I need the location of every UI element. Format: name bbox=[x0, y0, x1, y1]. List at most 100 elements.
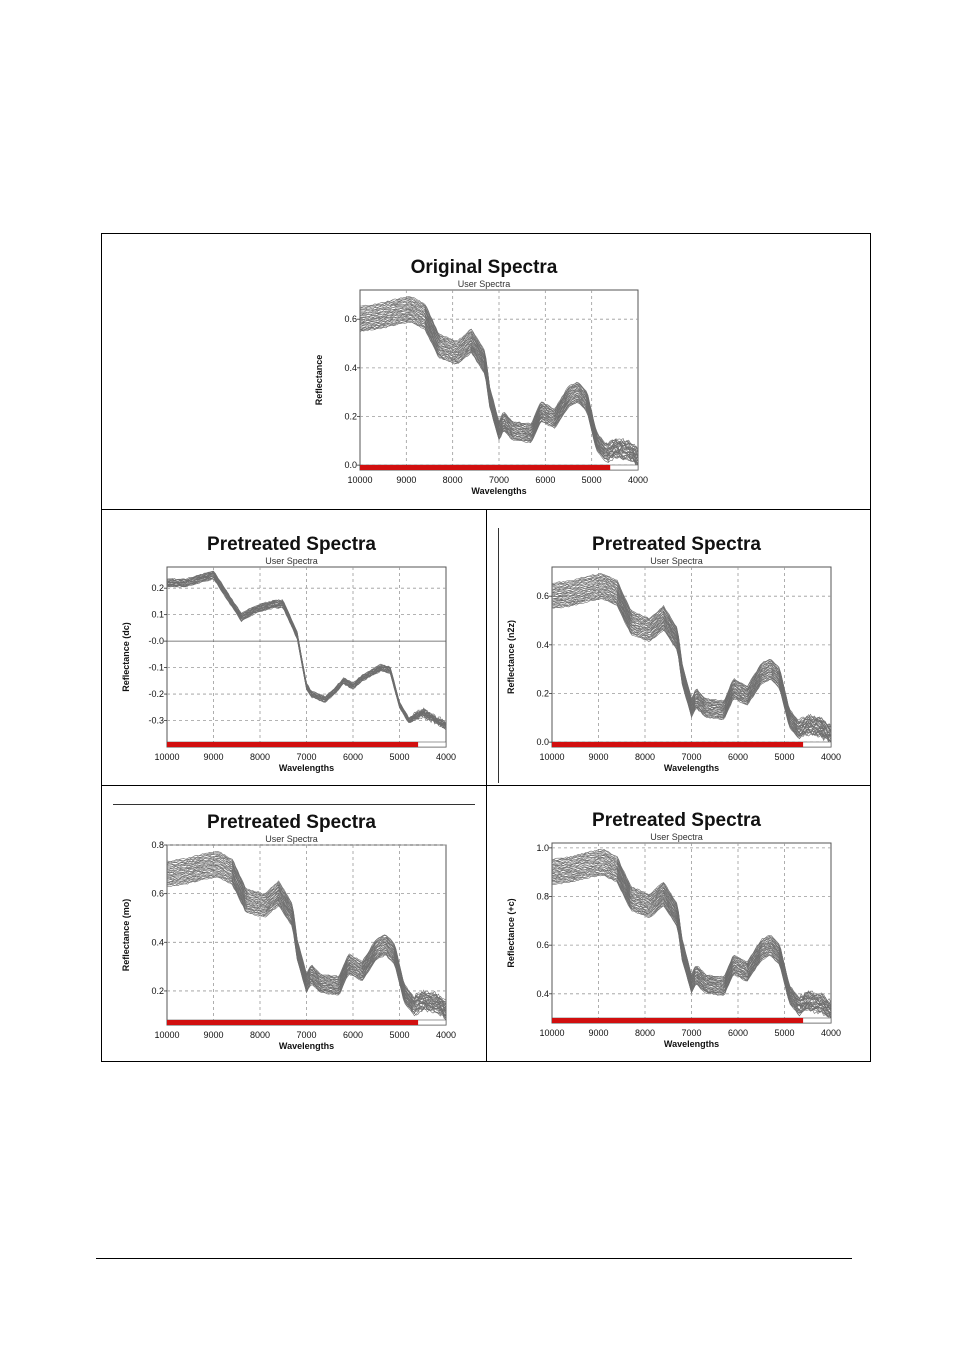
y-tick-label: 0.4 bbox=[536, 640, 549, 650]
x-tick-label: 7000 bbox=[681, 1028, 701, 1038]
x-tick-label: 4000 bbox=[436, 752, 456, 762]
y-tick-label: 0.2 bbox=[344, 411, 357, 421]
x-tick-label: 6000 bbox=[535, 475, 555, 485]
spectrum-line bbox=[166, 571, 447, 727]
footer-rule bbox=[96, 1258, 852, 1259]
x-tick-label: 7000 bbox=[681, 752, 701, 762]
chart-title: Pretreated Spectra bbox=[207, 534, 376, 555]
inner-rule-right bbox=[498, 528, 499, 783]
spectrum-line bbox=[359, 296, 639, 450]
x-tick-label: 7000 bbox=[296, 752, 316, 762]
spectrum-line bbox=[359, 316, 639, 465]
chart-subtitle: User Spectra bbox=[265, 834, 318, 844]
chart-title: Original Spectra bbox=[411, 257, 558, 278]
x-tick-label: 9000 bbox=[396, 475, 416, 485]
x-tick-label: 9000 bbox=[203, 752, 223, 762]
x-tick-label: 8000 bbox=[635, 1028, 655, 1038]
y-tick-label: 0.8 bbox=[536, 892, 549, 902]
x-tick-label: 9000 bbox=[203, 1030, 223, 1040]
spectrum-line bbox=[552, 872, 832, 1020]
x-axis-label: Wavelengths bbox=[279, 763, 334, 773]
x-tick-label: 8000 bbox=[250, 752, 270, 762]
x-tick-label: 4000 bbox=[821, 1028, 841, 1038]
selected-range-bar bbox=[552, 1018, 804, 1023]
x-tick-label: 10000 bbox=[539, 752, 564, 762]
x-tick-label: 4000 bbox=[436, 1030, 456, 1040]
y-tick-label: -0.0 bbox=[148, 636, 164, 646]
y-tick-label: -0.2 bbox=[148, 689, 164, 699]
x-tick-label: 8000 bbox=[250, 1030, 270, 1040]
y-tick-label: 0.6 bbox=[344, 314, 357, 324]
y-axis-label: Reflectance bbox=[314, 355, 324, 406]
column-divider bbox=[486, 509, 487, 1062]
x-axis-label: Wavelengths bbox=[471, 486, 526, 496]
y-tick-label: -0.1 bbox=[148, 663, 164, 673]
spectrum-line bbox=[166, 868, 447, 1013]
x-tick-label: 5000 bbox=[774, 752, 794, 762]
x-tick-label: 9000 bbox=[588, 1028, 608, 1038]
selected-range-bar bbox=[167, 742, 419, 747]
y-tick-label: 0.4 bbox=[344, 363, 357, 373]
x-axis-label: Wavelengths bbox=[664, 1039, 719, 1049]
x-tick-label: 4000 bbox=[628, 475, 648, 485]
x-tick-label: 7000 bbox=[296, 1030, 316, 1040]
chart-subtitle: User Spectra bbox=[650, 832, 703, 842]
y-tick-label: 0.0 bbox=[344, 460, 357, 470]
x-tick-label: 6000 bbox=[728, 1028, 748, 1038]
inner-rule-top bbox=[113, 804, 475, 805]
x-tick-label: 5000 bbox=[389, 1030, 409, 1040]
y-tick-label: 0.2 bbox=[151, 583, 164, 593]
y-tick-label: 0.2 bbox=[151, 986, 164, 996]
x-tick-label: 9000 bbox=[588, 752, 608, 762]
selected-range-bar bbox=[360, 465, 611, 470]
spectrum-line bbox=[551, 848, 832, 1003]
x-tick-label: 10000 bbox=[539, 1028, 564, 1038]
x-tick-label: 6000 bbox=[728, 752, 748, 762]
y-tick-label: 0.4 bbox=[151, 937, 164, 947]
x-tick-label: 4000 bbox=[821, 752, 841, 762]
y-tick-label: 0.2 bbox=[536, 688, 549, 698]
y-axis-label: Reflectance (n2z) bbox=[506, 620, 516, 694]
y-axis-label: Reflectance (mo) bbox=[121, 899, 131, 972]
x-tick-label: 8000 bbox=[635, 752, 655, 762]
chart-subtitle: User Spectra bbox=[650, 556, 703, 566]
x-tick-label: 5000 bbox=[389, 752, 409, 762]
spectrum-line bbox=[551, 572, 832, 727]
chart-title: Pretreated Spectra bbox=[207, 812, 376, 833]
y-axis-label: Reflectance (+c) bbox=[506, 898, 516, 967]
x-tick-label: 5000 bbox=[582, 475, 602, 485]
y-tick-label: 0.6 bbox=[536, 940, 549, 950]
y-tick-label: 0.6 bbox=[151, 889, 164, 899]
spectrum-line bbox=[551, 870, 832, 1019]
x-tick-label: 7000 bbox=[489, 475, 509, 485]
y-tick-label: 0.4 bbox=[536, 989, 549, 999]
chart-subtitle: User Spectra bbox=[458, 279, 511, 289]
selected-range-bar bbox=[552, 742, 804, 747]
x-axis-label: Wavelengths bbox=[664, 763, 719, 773]
y-tick-label: 0.6 bbox=[536, 591, 549, 601]
spectrum-line bbox=[551, 857, 832, 1010]
y-axis-label: Reflectance (dc) bbox=[121, 622, 131, 692]
y-tick-label: 0.1 bbox=[151, 610, 164, 620]
chart-title: Pretreated Spectra bbox=[592, 534, 761, 555]
spectrum-line bbox=[551, 598, 832, 744]
x-tick-label: 5000 bbox=[774, 1028, 794, 1038]
x-axis-label: Wavelengths bbox=[279, 1041, 334, 1051]
x-tick-label: 10000 bbox=[347, 475, 372, 485]
selected-range-bar bbox=[167, 1020, 419, 1025]
x-tick-label: 10000 bbox=[154, 752, 179, 762]
x-tick-label: 6000 bbox=[343, 752, 363, 762]
y-tick-label: 0.0 bbox=[536, 737, 549, 747]
y-tick-label: 1.0 bbox=[536, 843, 549, 853]
chart-subtitle: User Spectra bbox=[265, 556, 318, 566]
x-tick-label: 6000 bbox=[343, 1030, 363, 1040]
y-tick-label: 0.8 bbox=[151, 840, 164, 850]
chart-title: Pretreated Spectra bbox=[592, 810, 761, 831]
x-tick-label: 10000 bbox=[154, 1030, 179, 1040]
x-tick-label: 8000 bbox=[443, 475, 463, 485]
spectrum-line bbox=[166, 851, 447, 1003]
